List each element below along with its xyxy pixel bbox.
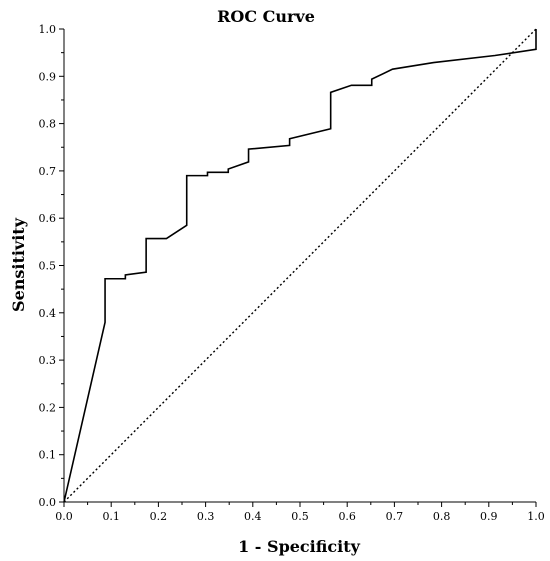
x-tick-label: 0.3 xyxy=(197,510,215,523)
x-tick-label: 0.1 xyxy=(102,510,120,523)
x-tick-label: 0.0 xyxy=(55,510,73,523)
y-tick-label: 0.6 xyxy=(39,212,57,225)
y-tick-label: 0.8 xyxy=(39,118,57,131)
y-tick-label: 0.5 xyxy=(39,260,57,273)
x-tick-label: 0.9 xyxy=(480,510,498,523)
y-tick-label: 0.9 xyxy=(39,70,57,83)
y-tick-label: 0.7 xyxy=(39,165,57,178)
y-tick-label: 0.4 xyxy=(39,307,57,320)
chart-title: ROC Curve xyxy=(217,7,315,26)
x-tick-label: 0.8 xyxy=(433,510,451,523)
y-axis-title: Sensitivity xyxy=(9,217,28,312)
x-tick-label: 0.2 xyxy=(150,510,168,523)
y-tick-label: 0.2 xyxy=(39,401,57,414)
x-tick-label: 0.6 xyxy=(338,510,356,523)
y-tick-label: 1.0 xyxy=(39,23,57,36)
reference-diagonal-line xyxy=(63,28,537,503)
y-tick-label: 0.0 xyxy=(39,496,57,509)
y-tick-label: 0.1 xyxy=(39,449,57,462)
x-tick-label: 0.7 xyxy=(386,510,404,523)
roc-curve-line xyxy=(63,29,537,503)
y-tick-label: 0.3 xyxy=(39,354,57,367)
x-tick-label: 1.0 xyxy=(527,510,545,523)
series xyxy=(63,28,537,503)
x-tick-label: 0.5 xyxy=(291,510,309,523)
ticks: 0.0 0.1 0.2 0.3 0.4 0.5 0.6 0.7 0.8 0.9 1.0 0.0 0.1 0… xyxy=(39,23,545,523)
x-tick-label: 0.4 xyxy=(244,510,262,523)
x-axis-title: 1 - Specificity xyxy=(238,537,361,556)
